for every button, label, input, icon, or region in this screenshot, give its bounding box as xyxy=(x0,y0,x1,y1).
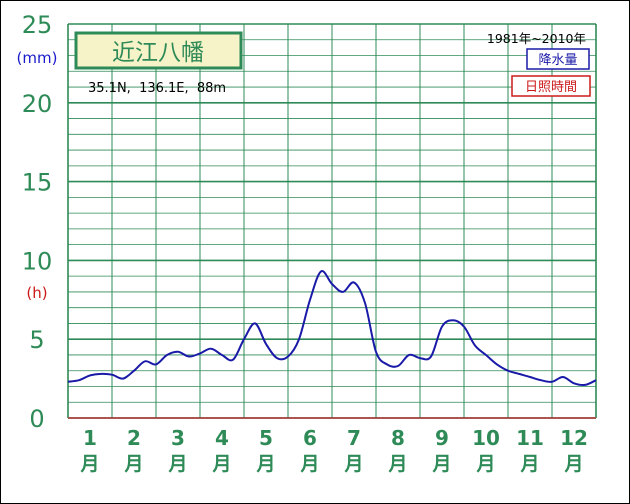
x-tick-label: 3 xyxy=(171,426,185,450)
x-tick-month-suffix: 月 xyxy=(431,453,451,475)
y-tick-label: 20 xyxy=(22,90,53,118)
y-tick-label: 10 xyxy=(22,247,53,275)
y-tick-labels: 0 5 10 15 20 25 xyxy=(22,11,53,433)
title-box xyxy=(74,31,243,70)
precip-series-line xyxy=(67,270,597,387)
precip-unit-label: (mm) xyxy=(17,49,58,67)
x-tick-label: 2 xyxy=(127,426,141,450)
y-tick-label: 5 xyxy=(29,326,44,354)
x-tick-label: 12 xyxy=(560,426,588,450)
y-tick-label: 0 xyxy=(29,405,44,433)
x-tick-month-suffix: 月 xyxy=(387,453,407,475)
x-tick-month-suffix: 月 xyxy=(123,453,143,475)
chart-title: 近江八幡 xyxy=(112,40,204,66)
y-tick-label: 25 xyxy=(22,11,53,39)
x-tick-month-suffix: 月 xyxy=(519,453,539,475)
x-tick-label: 5 xyxy=(259,426,273,450)
x-tick-month-suffix: 月 xyxy=(343,453,363,475)
y-tick-label: 15 xyxy=(22,169,53,197)
legend-sunshine-label: 日照時間 xyxy=(525,80,577,95)
series-lines xyxy=(67,270,597,387)
x-tick-month-suffix: 月 xyxy=(563,453,583,475)
x-tick-label: 7 xyxy=(347,426,361,450)
x-tick-month-suffix: 月 xyxy=(79,453,99,475)
x-tick-month-suffix: 月 xyxy=(211,453,231,475)
x-tick-label: 8 xyxy=(391,426,405,450)
x-tick-label: 11 xyxy=(516,426,544,450)
x-tick-label: 1 xyxy=(83,426,97,450)
legend-precip-label: 降水量 xyxy=(538,53,577,68)
x-tick-label: 6 xyxy=(303,426,317,450)
x-tick-month-suffix: 月 xyxy=(255,453,275,475)
x-tick-labels: 1 月 2 月 3 月 4 月 5 月 6 月 7 月 8 月 9 月 10 月 11 月 12 月 xyxy=(79,426,587,475)
x-tick-label: 4 xyxy=(215,426,229,450)
period-label: 1981年~2010年 xyxy=(487,31,586,46)
location-label: 35.1N, 136.1E, 88m xyxy=(88,81,226,96)
grid-lines xyxy=(67,23,597,419)
x-tick-label: 9 xyxy=(435,426,449,450)
legend-precip-box xyxy=(526,48,590,70)
x-tick-label: 10 xyxy=(472,426,500,450)
x-tick-month-suffix: 月 xyxy=(167,453,187,475)
x-tick-month-suffix: 月 xyxy=(475,453,495,475)
legend-sunshine-box xyxy=(511,75,591,97)
sunshine-unit-label: (h) xyxy=(26,284,47,302)
x-tick-month-suffix: 月 xyxy=(299,453,319,475)
